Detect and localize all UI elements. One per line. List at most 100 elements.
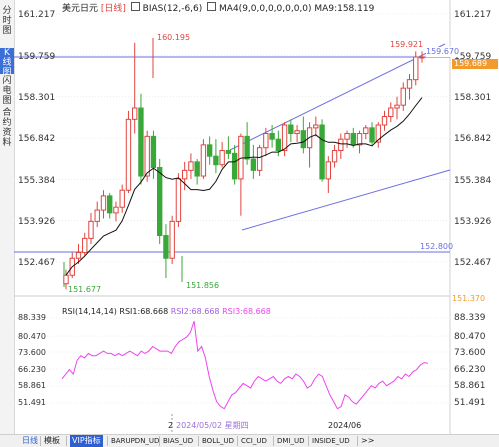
candle[interactable] [325, 161, 332, 180]
toolbar-separator [198, 436, 199, 446]
candle[interactable] [194, 161, 200, 177]
candle[interactable] [119, 189, 125, 208]
candle[interactable] [188, 161, 194, 171]
ma-label[interactable]: MA4(9,0,0,0,0,0,0,0) [219, 4, 312, 14]
candle[interactable] [175, 178, 182, 222]
tab-kline[interactable]: K线图 [0, 48, 14, 78]
rsi-legend: RSI(14,14,14) RSI1:68.668 RSI2:68.668 RS… [62, 306, 271, 317]
candle[interactable] [413, 56, 419, 81]
candle[interactable] [206, 144, 213, 157]
candle[interactable] [388, 107, 394, 118]
candle[interactable] [181, 169, 188, 180]
candle[interactable] [350, 133, 356, 146]
candle[interactable] [82, 237, 88, 254]
candle[interactable] [63, 274, 69, 285]
candle[interactable] [313, 124, 319, 129]
candle[interactable] [319, 124, 325, 180]
tab-contract-info[interactable]: 合约资料 [2, 108, 12, 148]
candle[interactable] [244, 135, 250, 160]
more-indicators-button[interactable]: >> [361, 436, 375, 445]
candle[interactable] [113, 206, 119, 214]
period-button[interactable]: 日线 [22, 436, 38, 445]
tab-flash-chart[interactable]: 闪电图 [2, 76, 12, 106]
candle[interactable] [132, 107, 138, 120]
candle[interactable] [400, 87, 406, 106]
candle[interactable] [369, 127, 375, 143]
candle[interactable] [225, 150, 232, 154]
candle[interactable] [281, 124, 288, 152]
candle[interactable] [100, 195, 107, 211]
candle[interactable] [363, 127, 369, 135]
tab-time-share[interactable]: 分时图 [2, 6, 12, 36]
candle[interactable] [219, 150, 225, 166]
rsi3-value: RSI3:68.668 [222, 307, 271, 316]
candle[interactable] [163, 235, 169, 259]
candle[interactable] [107, 195, 113, 214]
rsi-left-axis-label: 51.491 [18, 398, 46, 407]
candle[interactable] [94, 209, 100, 222]
candle[interactable] [300, 130, 307, 149]
ma9-line [65, 97, 423, 276]
rsi-label[interactable]: RSI(14,14,14) [62, 307, 117, 316]
candle[interactable] [269, 133, 275, 140]
period-badge[interactable]: [日线] [100, 4, 126, 14]
candle[interactable] [169, 220, 175, 259]
price-axis-label: 155.384 [454, 176, 492, 186]
bottom-value: 151.370 [452, 294, 486, 303]
rsi2-value: RSI2:68.668 [170, 307, 220, 316]
candle[interactable] [338, 138, 344, 152]
high-annotation: 160.195 [157, 33, 191, 42]
candle[interactable] [75, 252, 82, 259]
vip-indicator-button[interactable]: VIP指标 [70, 435, 103, 447]
candle[interactable] [344, 133, 350, 140]
ma-value: MA9:158.119 [314, 4, 375, 14]
date-label-june: 2024/06 [328, 421, 362, 430]
checkbox-icon[interactable] [207, 2, 217, 11]
price-axis-label: 156.842 [454, 134, 492, 144]
left-axis-label: 161.217 [18, 10, 56, 20]
candle[interactable] [150, 135, 157, 169]
candle[interactable] [294, 130, 300, 135]
candle[interactable] [88, 220, 94, 239]
candle[interactable] [275, 138, 282, 152]
candle[interactable] [263, 133, 269, 149]
left-axis-label: 158.301 [18, 93, 56, 103]
candle[interactable] [156, 167, 163, 237]
rsi-left-axis-label: 80.470 [18, 332, 46, 341]
candle[interactable] [144, 135, 150, 177]
indicator-barupdn[interactable]: BARUPDN_UD [111, 437, 160, 445]
candle[interactable] [256, 147, 263, 171]
indicator-dmi[interactable]: DMI_UD [277, 437, 305, 445]
candle[interactable] [138, 107, 144, 177]
candle[interactable] [406, 79, 413, 89]
candle[interactable] [375, 124, 381, 143]
candle[interactable] [200, 144, 207, 177]
candle[interactable] [331, 150, 338, 163]
candle[interactable] [356, 133, 363, 146]
candle[interactable] [250, 158, 257, 171]
rsi-axis-label: 88.339 [454, 313, 486, 323]
candle[interactable] [419, 56, 425, 59]
indicator-inside[interactable]: INSIDE_UD [312, 437, 350, 445]
indicator-bias[interactable]: BIAS_UD [163, 437, 194, 445]
toolbar-separator [308, 436, 309, 446]
template-button[interactable]: 模板 [44, 436, 60, 445]
indicator-cci[interactable]: CCI_UD [241, 437, 267, 445]
left-axis-label: 156.842 [18, 134, 56, 144]
kline-chart[interactable] [0, 0, 499, 434]
checkbox-icon[interactable] [130, 2, 140, 11]
candle[interactable] [288, 124, 294, 135]
bias-label[interactable]: BIAS(12,-6,6) [142, 4, 203, 14]
chart-header: 美元日元 [日线] BIAS(12,-6,6) MA4(9,0,0,0,0,0,… [62, 2, 374, 15]
instrument-title: 美元日元 [62, 4, 99, 14]
candle[interactable] [125, 118, 132, 191]
candle[interactable] [231, 152, 238, 180]
view-sidebar: 分时图 K线图 闪电图 合约资料 [0, 0, 15, 434]
candle[interactable] [381, 116, 388, 126]
indicator-boll[interactable]: BOLL_UD [202, 437, 235, 445]
toolbar-separator [273, 436, 274, 446]
candle[interactable] [213, 155, 219, 166]
channel-top-line[interactable] [229, 43, 446, 151]
channel-bottom-line[interactable] [241, 169, 451, 231]
candle[interactable] [394, 104, 400, 109]
